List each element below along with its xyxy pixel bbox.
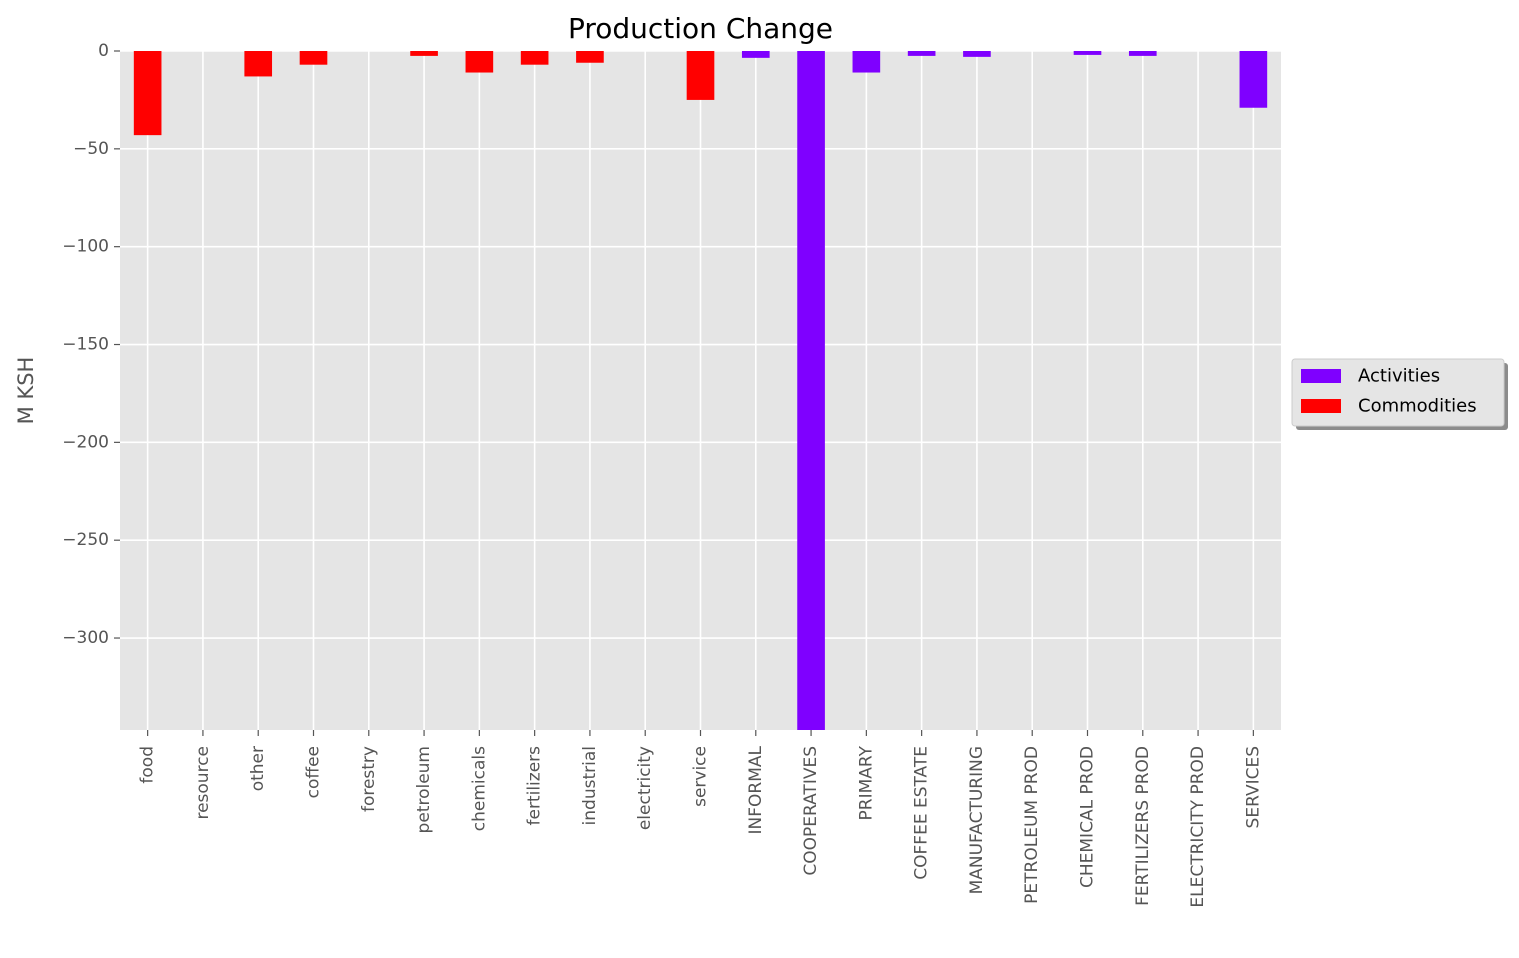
x-axis-ticks: food resource other coffee forestry petroleum… (138, 730, 1263, 908)
x-tick-label: coffee (304, 746, 324, 798)
bar-commodities-industrial (576, 51, 604, 63)
x-tick-label: CHEMICAL PROD (1078, 746, 1098, 888)
chart-title: Production Change (568, 12, 833, 45)
y-tick-label: −100 (62, 237, 109, 257)
x-tick-label: food (138, 746, 158, 784)
y-tick-label: −200 (62, 432, 109, 452)
legend-label-activities: Activities (1358, 366, 1440, 387)
y-tick-label: −50 (73, 139, 109, 159)
bar-activities-primary (852, 51, 881, 73)
bar-activities-cooperatives (797, 51, 825, 730)
legend-swatch-activities (1301, 369, 1341, 383)
bars (133, 51, 1268, 730)
x-tick-label: COFFEE ESTATE (912, 746, 932, 880)
bar-commodities-food (133, 51, 162, 136)
x-tick-label: PRIMARY (856, 745, 876, 820)
x-tick-label: INFORMAL (746, 745, 766, 834)
y-axis-label: M KSH (14, 357, 38, 425)
bar-commodities-coffee (299, 51, 328, 65)
x-tick-label: service (691, 746, 711, 807)
x-tick-label: FERTILIZERS PROD (1133, 746, 1153, 906)
y-tick-label: −150 (62, 335, 109, 355)
y-tick-label: −300 (62, 628, 109, 648)
x-tick-label: other (248, 746, 268, 791)
x-tick-label: petroleum (414, 746, 434, 833)
bar-commodities-petroleum (410, 51, 438, 56)
legend-box (1291, 358, 1505, 427)
x-tick-label: SERVICES (1243, 746, 1263, 828)
x-tick-label: MANUFACTURING (967, 746, 987, 894)
x-tick-label: PETROLEUM PROD (1022, 746, 1042, 904)
bar-activities-coffee-estate (907, 51, 936, 56)
x-tick-label: fertilizers (525, 746, 545, 826)
legend-swatch-commodities (1301, 399, 1341, 413)
x-tick-label: industrial (580, 746, 600, 825)
legend-label-commodities: Commodities (1358, 396, 1477, 417)
x-tick-label: electricity (635, 746, 655, 830)
x-tick-label: COOPERATIVES (801, 746, 821, 876)
bar-commodities-service (686, 51, 715, 100)
bar-activities-fertilizers-prod (1128, 51, 1157, 56)
bar-activities-manufacturing (963, 51, 991, 57)
y-tick-label: −250 (62, 530, 109, 550)
bar-activities-informal (741, 51, 770, 58)
y-axis-ticks: 0 −50 −100 −150 −200 −250 −300 (62, 41, 120, 648)
bar-activities-services (1239, 51, 1268, 108)
bar-activities-chemical-prod (1073, 51, 1102, 55)
legend: Activities Commodities (1291, 358, 1508, 430)
x-tick-label: ELECTRICITY PROD (1188, 746, 1208, 908)
bar-commodities-fertilizers (520, 51, 549, 65)
x-tick-label: resource (193, 746, 213, 820)
y-tick-label: 0 (98, 41, 109, 61)
x-tick-label: forestry (359, 746, 379, 812)
bar-commodities-chemicals (465, 51, 494, 73)
x-tick-label: chemicals (469, 746, 489, 831)
bar-commodities-other (244, 51, 273, 77)
